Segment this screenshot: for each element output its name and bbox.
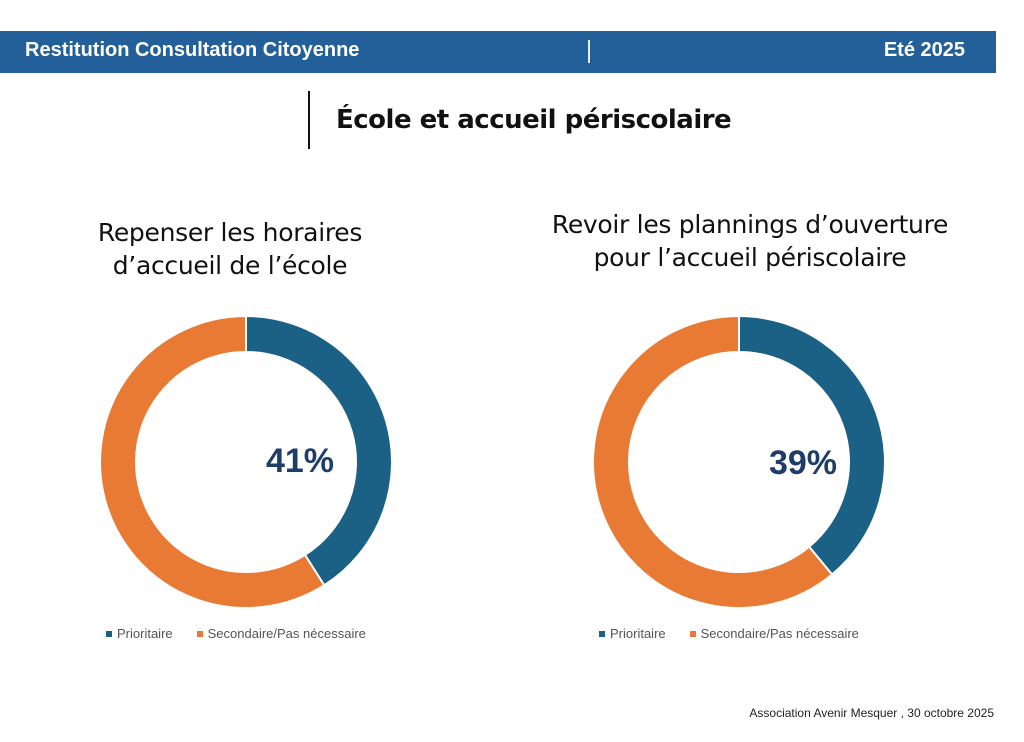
presentation-title: Restitution Consultation Citoyenne <box>25 39 360 61</box>
legend-label: Prioritaire <box>117 626 173 641</box>
chart-title-plannings: Revoir les plannings d’ouverture pour l’… <box>551 210 949 272</box>
legend-swatch-prioritaire <box>106 630 112 637</box>
legend-label: Prioritaire <box>610 626 666 641</box>
legend-swatch-secondaire <box>196 630 203 637</box>
header-divider <box>588 40 590 63</box>
section-accent-bar <box>308 91 310 149</box>
header-banner: Restitution Consultation Citoyenne Eté 2… <box>0 31 996 73</box>
legend-item-prioritaire: Prioritaire <box>106 626 173 641</box>
chart-title-horaires: Repenser les horaires d’accueil de l’éco… <box>97 218 363 280</box>
donut-chart-plannings: 39% <box>592 314 886 609</box>
donut-slice-secondaire-pas-n-cessaire <box>99 314 326 609</box>
legend-swatch-secondaire <box>689 630 696 637</box>
footer-credit: Association Avenir Mesquer , 30 octobre … <box>749 706 994 720</box>
donut-slice-prioritaire <box>738 314 886 576</box>
donut-center-label: 39% <box>769 444 837 482</box>
legend-item-secondaire: Secondaire/Pas nécessaire <box>689 626 859 641</box>
legend-label: Secondaire/Pas nécessaire <box>207 626 366 641</box>
donut-slice-secondaire-pas-n-cessaire <box>592 314 834 609</box>
donut-slice-prioritaire <box>245 314 393 587</box>
chart-legend-horaires: Prioritaire Secondaire/Pas nécessaire <box>106 626 390 641</box>
presentation-date: Eté 2025 <box>883 39 965 61</box>
legend-item-secondaire: Secondaire/Pas nécessaire <box>196 626 366 641</box>
donut-chart-horaires: 41% <box>99 314 393 609</box>
legend-swatch-prioritaire <box>599 630 605 637</box>
legend-item-prioritaire: Prioritaire <box>599 626 666 641</box>
donut-center-label: 41% <box>266 442 334 480</box>
chart-legend-plannings: Prioritaire Secondaire/Pas nécessaire <box>599 626 883 641</box>
legend-label: Secondaire/Pas nécessaire <box>700 626 859 641</box>
section-title: École et accueil périscolaire <box>336 105 732 135</box>
